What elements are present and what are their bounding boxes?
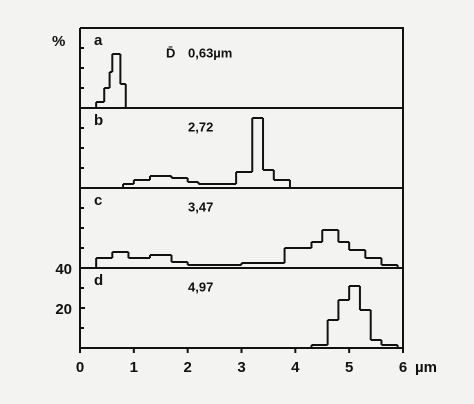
panel-frame <box>79 268 404 349</box>
x-tick-label: 1 <box>130 359 138 376</box>
x-tick-label: 5 <box>345 359 353 376</box>
panel-label: c <box>94 192 102 209</box>
panel-annotation: 0,63µm <box>188 45 232 60</box>
y-tick-label: 20 <box>55 301 72 318</box>
panel-annotation: 2,72 <box>188 119 213 134</box>
panel-frame <box>79 108 404 189</box>
panel-label: b <box>94 112 103 129</box>
x-tick-label: 6 <box>399 359 407 376</box>
panel-annotation: 3,47 <box>188 199 213 214</box>
x-tick-label: 3 <box>237 359 245 376</box>
x-tick-label: 2 <box>183 359 191 376</box>
y-tick-label: 40 <box>55 261 72 278</box>
mean-symbol: D̄ <box>166 45 175 60</box>
x-tick-label: 4 <box>291 359 300 376</box>
panel-label: a <box>94 32 103 49</box>
panel-frame <box>79 27 404 109</box>
panel-annotation: 4,97 <box>188 279 213 294</box>
y-axis-label: % <box>52 33 65 50</box>
x-axis-label: µm <box>415 359 437 376</box>
panel-label: d <box>94 272 103 289</box>
x-tick-label: 0 <box>76 359 84 376</box>
